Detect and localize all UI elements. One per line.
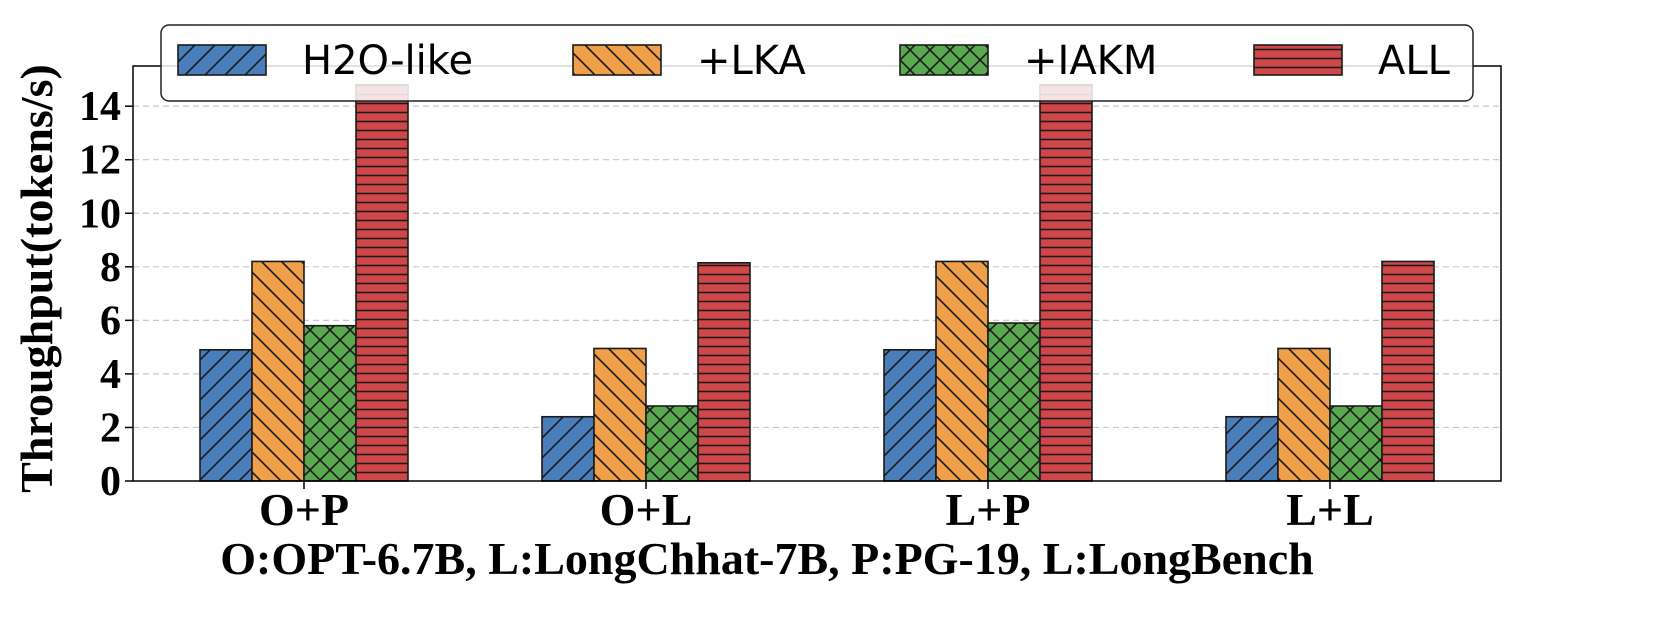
bar-h2olike (541, 415, 595, 482)
bar-lka (1277, 347, 1331, 482)
x-tick-label: O+P (259, 484, 349, 535)
bar-h2olike (199, 349, 253, 482)
legend-label-all: ALL (1378, 38, 1451, 84)
bar-h2olike (883, 349, 937, 482)
x-tick-label: L+L (1286, 484, 1374, 535)
legend-label-lka: +LKA (697, 38, 806, 84)
bar-lka (593, 347, 647, 482)
legend-swatch-lka (572, 44, 662, 76)
legend-swatch-all (1253, 44, 1343, 76)
y-tick-label: 0 (100, 459, 121, 505)
y-tick-label: 8 (100, 245, 121, 291)
x-axis-title: O:OPT-6.7B, L:LongChhat-7B, P:PG-19, L:L… (220, 533, 1313, 584)
bar-all (697, 261, 751, 482)
legend-label-iakm: +IAKM (1024, 38, 1157, 84)
grid-lines (133, 105, 1501, 429)
bar-all (355, 83, 409, 482)
legend: H2O-like +LKA +IAKM ALL (160, 24, 1474, 102)
y-tick-label: 12 (79, 138, 121, 184)
bars (199, 83, 1435, 482)
y-tick-label: 2 (100, 405, 121, 451)
legend-box (160, 24, 1474, 102)
y-tick-label: 14 (79, 84, 121, 130)
bar-lka (935, 260, 989, 482)
x-tick-label: L+P (946, 484, 1031, 535)
y-tick-label: 4 (100, 352, 121, 398)
y-tick-label: 6 (100, 298, 121, 344)
y-tick-label: 10 (79, 191, 121, 237)
y-axis-title: Throughput(tokens/s) (11, 64, 62, 493)
bar-lka (251, 260, 305, 482)
bar-all (1039, 83, 1093, 482)
bar-iakm (1329, 405, 1383, 482)
legend-label-h2olike: H2O-like (302, 38, 473, 84)
legend-swatch-iakm (899, 44, 989, 76)
bar-iakm (987, 322, 1041, 482)
x-tick-label: O+L (600, 484, 693, 535)
x-axis: O+P O+L L+P L+L (259, 481, 1374, 535)
bar-all (1381, 260, 1435, 482)
y-axis: 0 2 4 6 8 10 12 14 (79, 84, 133, 505)
legend-swatch-h2olike (177, 44, 267, 76)
bar-iakm (303, 324, 357, 482)
bar-iakm (645, 405, 699, 482)
bar-h2olike (1225, 415, 1279, 482)
